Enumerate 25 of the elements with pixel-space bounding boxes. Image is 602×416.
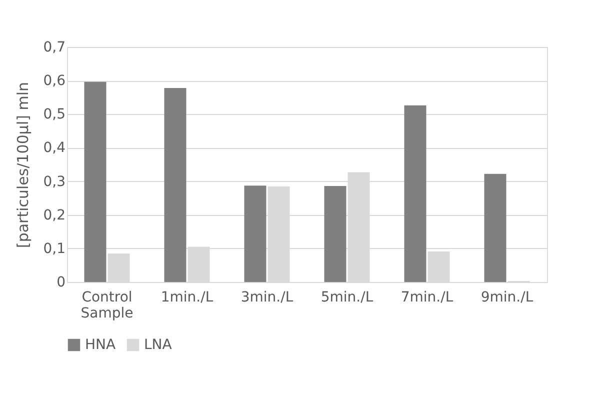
x-tick-label: 5min./L bbox=[320, 290, 374, 306]
x-tick-label: 3min./L bbox=[240, 290, 294, 306]
y-tick-label: 0,2 bbox=[43, 207, 66, 224]
x-tick-label: 9min./L bbox=[480, 290, 534, 306]
y-tick-label: 0,5 bbox=[43, 106, 66, 123]
bar bbox=[244, 186, 266, 282]
legend-label: HNA bbox=[85, 337, 116, 353]
y-tick-label: 0,3 bbox=[43, 174, 66, 190]
y-tick-label: 0,7 bbox=[43, 40, 66, 56]
y-tick-label: 0,1 bbox=[43, 240, 66, 257]
x-tick-label: Control Sample bbox=[80, 290, 134, 322]
bar bbox=[164, 88, 186, 282]
y-axis-title: [particules/100µl] mln bbox=[14, 82, 32, 248]
y-tick-label: 0,6 bbox=[43, 73, 66, 90]
bar bbox=[404, 105, 426, 282]
bar bbox=[428, 251, 450, 282]
bar bbox=[484, 174, 506, 282]
y-tick-label: 0 bbox=[56, 274, 66, 290]
bar bbox=[84, 82, 106, 282]
bar bbox=[324, 186, 346, 282]
x-tick-label: 1min./L bbox=[160, 290, 214, 306]
y-tick-label: 0,4 bbox=[43, 140, 66, 156]
bar bbox=[108, 253, 130, 282]
legend-label: LNA bbox=[144, 337, 172, 353]
x-tick-label: 7min./L bbox=[400, 290, 454, 306]
